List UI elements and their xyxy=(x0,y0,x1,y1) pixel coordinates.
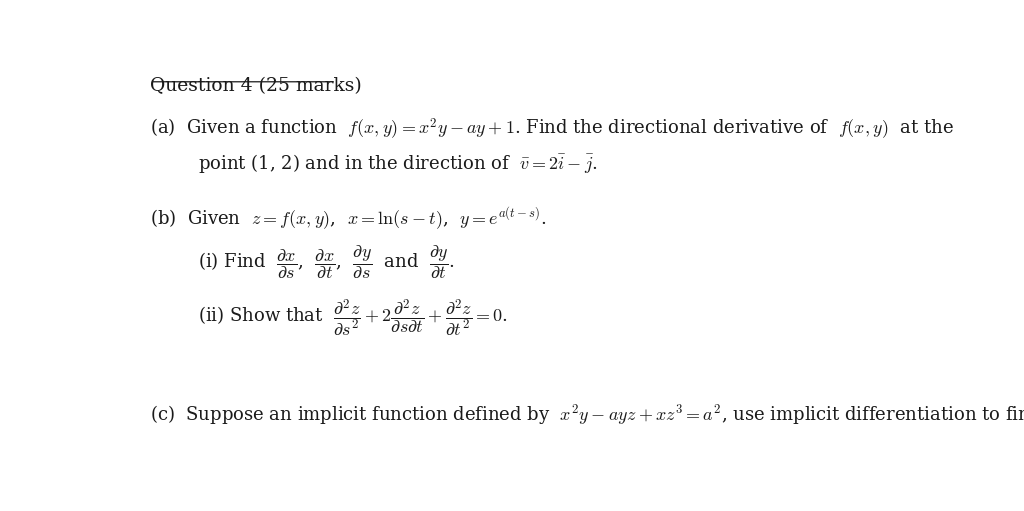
Text: point (1, 2) and in the direction of  $\bar{v} = 2\bar{i} - \bar{j}$.: point (1, 2) and in the direction of $\b… xyxy=(198,152,597,175)
Text: (c)  Suppose an implicit function defined by  $x^2y - ayz + xz^3 = a^2$, use imp: (c) Suppose an implicit function defined… xyxy=(151,397,1024,434)
Text: (i) Find  $\dfrac{\partial x}{\partial s}$,  $\dfrac{\partial x}{\partial t}$,  : (i) Find $\dfrac{\partial x}{\partial s}… xyxy=(198,243,455,281)
Text: (b)  Given  $z = f(x, y)$,  $x = \ln(s-t)$,  $y = e^{a(t-s)}$.: (b) Given $z = f(x, y)$, $x = \ln(s-t)$,… xyxy=(151,205,547,231)
Text: (ii) Show that  $\dfrac{\partial^2 z}{\partial s^2} + 2\dfrac{\partial^2 z}{\par: (ii) Show that $\dfrac{\partial^2 z}{\pa… xyxy=(198,297,508,339)
Text: Question 4 (25 marks): Question 4 (25 marks) xyxy=(151,77,361,95)
Text: (a)  Given a function  $f(x, y) = x^2y - ay +1$. Find the directional derivative: (a) Given a function $f(x, y) = x^2y - a… xyxy=(151,117,954,142)
